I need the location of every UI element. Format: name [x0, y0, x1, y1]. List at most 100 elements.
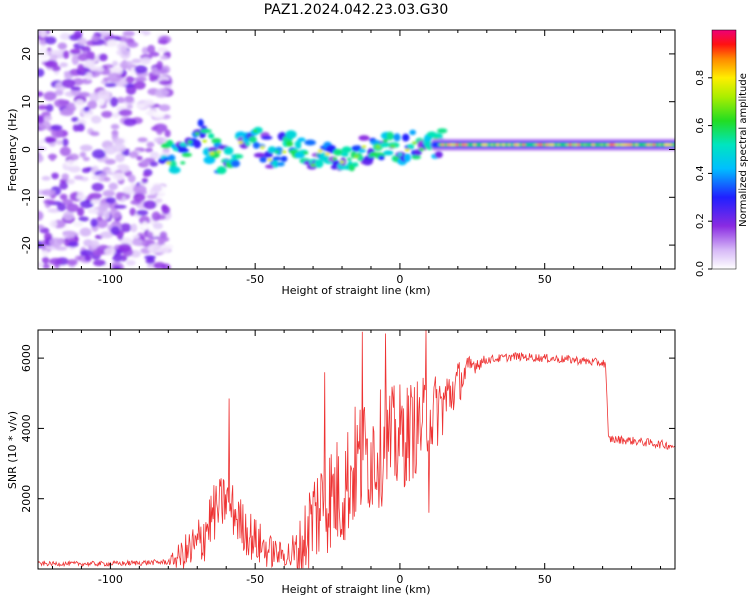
heatmap-signal-core [245, 142, 251, 146]
heatmap-signal-core [310, 163, 316, 167]
heatmap-noise-cell [62, 230, 76, 239]
snr-ytick-label: 6000 [20, 344, 33, 372]
spectrogram-xtick-label: 0 [396, 273, 403, 286]
heatmap-noise-cell [158, 80, 172, 86]
heatmap-noise-cell [56, 140, 63, 145]
heatmap-signal-core [426, 143, 432, 147]
snr-xtick-label: 0 [396, 573, 403, 586]
heatmap-noise-cell [133, 80, 146, 90]
heatmap-signal-cell [407, 144, 415, 149]
heatmap-noise-cell [149, 151, 160, 160]
heatmap-noise-cell [159, 55, 168, 60]
heatmap-noise-cell [93, 123, 103, 133]
heatmap-noise-cell [97, 97, 105, 106]
heatmap-noise-cell [81, 167, 91, 174]
heatmap-noise-cell [146, 231, 154, 239]
heatmap-noise-cell [104, 82, 117, 88]
heatmap-signal-core [252, 129, 258, 133]
heatmap-noise-cell [157, 39, 169, 45]
heatmap-noise-cell [49, 237, 63, 248]
heatmap-noise-cell [62, 50, 70, 60]
heatmap-noise-cell [105, 197, 116, 204]
heatmap-noise-cell [123, 118, 137, 127]
heatmap-noise-cell [63, 71, 71, 77]
heatmap-noise-cell [49, 257, 63, 266]
heatmap-noise-cell [78, 216, 89, 222]
heatmap-noise-cell [112, 172, 125, 181]
heatmap-noise-cell [81, 46, 91, 53]
heatmap-noise-cell [79, 144, 93, 152]
heatmap-noise-cell [63, 210, 75, 221]
heatmap-noise-cell [137, 137, 148, 143]
heatmap-noise-cell [38, 154, 44, 163]
heatmap-signal-cell [168, 166, 181, 174]
heatmap-signal-core [325, 152, 331, 156]
heatmap-noise-cell [161, 204, 168, 211]
heatmap-signal-core [346, 157, 352, 161]
heatmap-noise-cell [119, 61, 130, 69]
heatmap-signal-cell [378, 155, 385, 161]
heatmap-noise-cell [112, 60, 119, 67]
heatmap-noise-cell [61, 78, 76, 89]
heatmap-signal-cell [411, 155, 421, 160]
heatmap-signal-cell [358, 148, 366, 153]
heatmap-noise-cell [57, 42, 68, 50]
heatmap-noise-cell [131, 58, 142, 64]
heatmap-noise-cell [158, 104, 171, 112]
heatmap-noise-cell [146, 256, 155, 262]
spectrogram-heatmap [38, 30, 675, 269]
heatmap-signal-cell [409, 129, 416, 136]
heatmap-signal-cell [253, 152, 266, 158]
heatmap-noise-cell [83, 106, 90, 112]
heatmap-noise-cell [136, 155, 143, 161]
heatmap-signal-cell [341, 152, 349, 157]
heatmap-noise-cell [76, 123, 85, 132]
heatmap-signal-core [230, 154, 236, 158]
heatmap-noise-cell [141, 46, 149, 55]
heatmap-noise-cell [98, 53, 108, 62]
heatmap-noise-cell [117, 110, 130, 116]
heatmap-noise-cell [147, 243, 162, 254]
heatmap-signal-core [368, 154, 374, 158]
heatmap-signal-cell [177, 148, 190, 153]
heatmap-noise-cell [62, 138, 69, 147]
heatmap-signal-cell [386, 131, 394, 141]
heatmap-signal-core [223, 159, 229, 163]
heatmap-noise-cell [120, 49, 131, 60]
heatmap-noise-cell [96, 218, 108, 229]
heatmap-signal-core [332, 157, 338, 161]
spectrogram-xtick-label: -100 [98, 273, 123, 286]
heatmap-noise-cell [131, 234, 140, 239]
heatmap-noise-cell [91, 149, 106, 159]
heatmap-noise-cell [155, 88, 169, 97]
heatmap-signal-cell [280, 155, 288, 162]
spectrogram-ytick-label: 10 [20, 95, 33, 109]
heatmap-signal-cell [434, 151, 443, 159]
heatmap-noise-cell [134, 65, 148, 74]
snr-axes: -100 -50 0 50 2000 4000 6000 [20, 330, 675, 586]
heatmap-noise-cell [91, 35, 100, 42]
heatmap-noise-cell [112, 254, 123, 262]
heatmap-noise-cell [39, 30, 47, 38]
heatmap-signal-cell [181, 152, 192, 157]
heatmap-noise-cell [69, 48, 82, 55]
heatmap-signal-cell [197, 119, 204, 127]
heatmap-signal-cell [267, 146, 277, 154]
heatmap-signal-cell [193, 139, 202, 149]
heatmap-signal-cell [297, 137, 306, 142]
heatmap-noise-cell [56, 203, 67, 212]
heatmap-band-core [672, 143, 675, 147]
colorbar-tick-label: 0.0 [695, 261, 706, 277]
heatmap-noise-cell [41, 256, 50, 264]
heatmap-noise-cell [100, 231, 114, 239]
heatmap-noise-cell [141, 221, 149, 230]
heatmap-noise-cell [84, 59, 96, 68]
heatmap-signal-core [201, 139, 207, 143]
heatmap-noise-cell [112, 143, 126, 153]
heatmap-signal-core [216, 149, 222, 154]
spectrogram-ytick-label: 20 [20, 47, 33, 61]
heatmap-noise-cell [160, 244, 171, 253]
heatmap-signal-core [375, 145, 381, 149]
heatmap-noise-cell [47, 208, 61, 213]
heatmap-signal-core [382, 139, 388, 143]
